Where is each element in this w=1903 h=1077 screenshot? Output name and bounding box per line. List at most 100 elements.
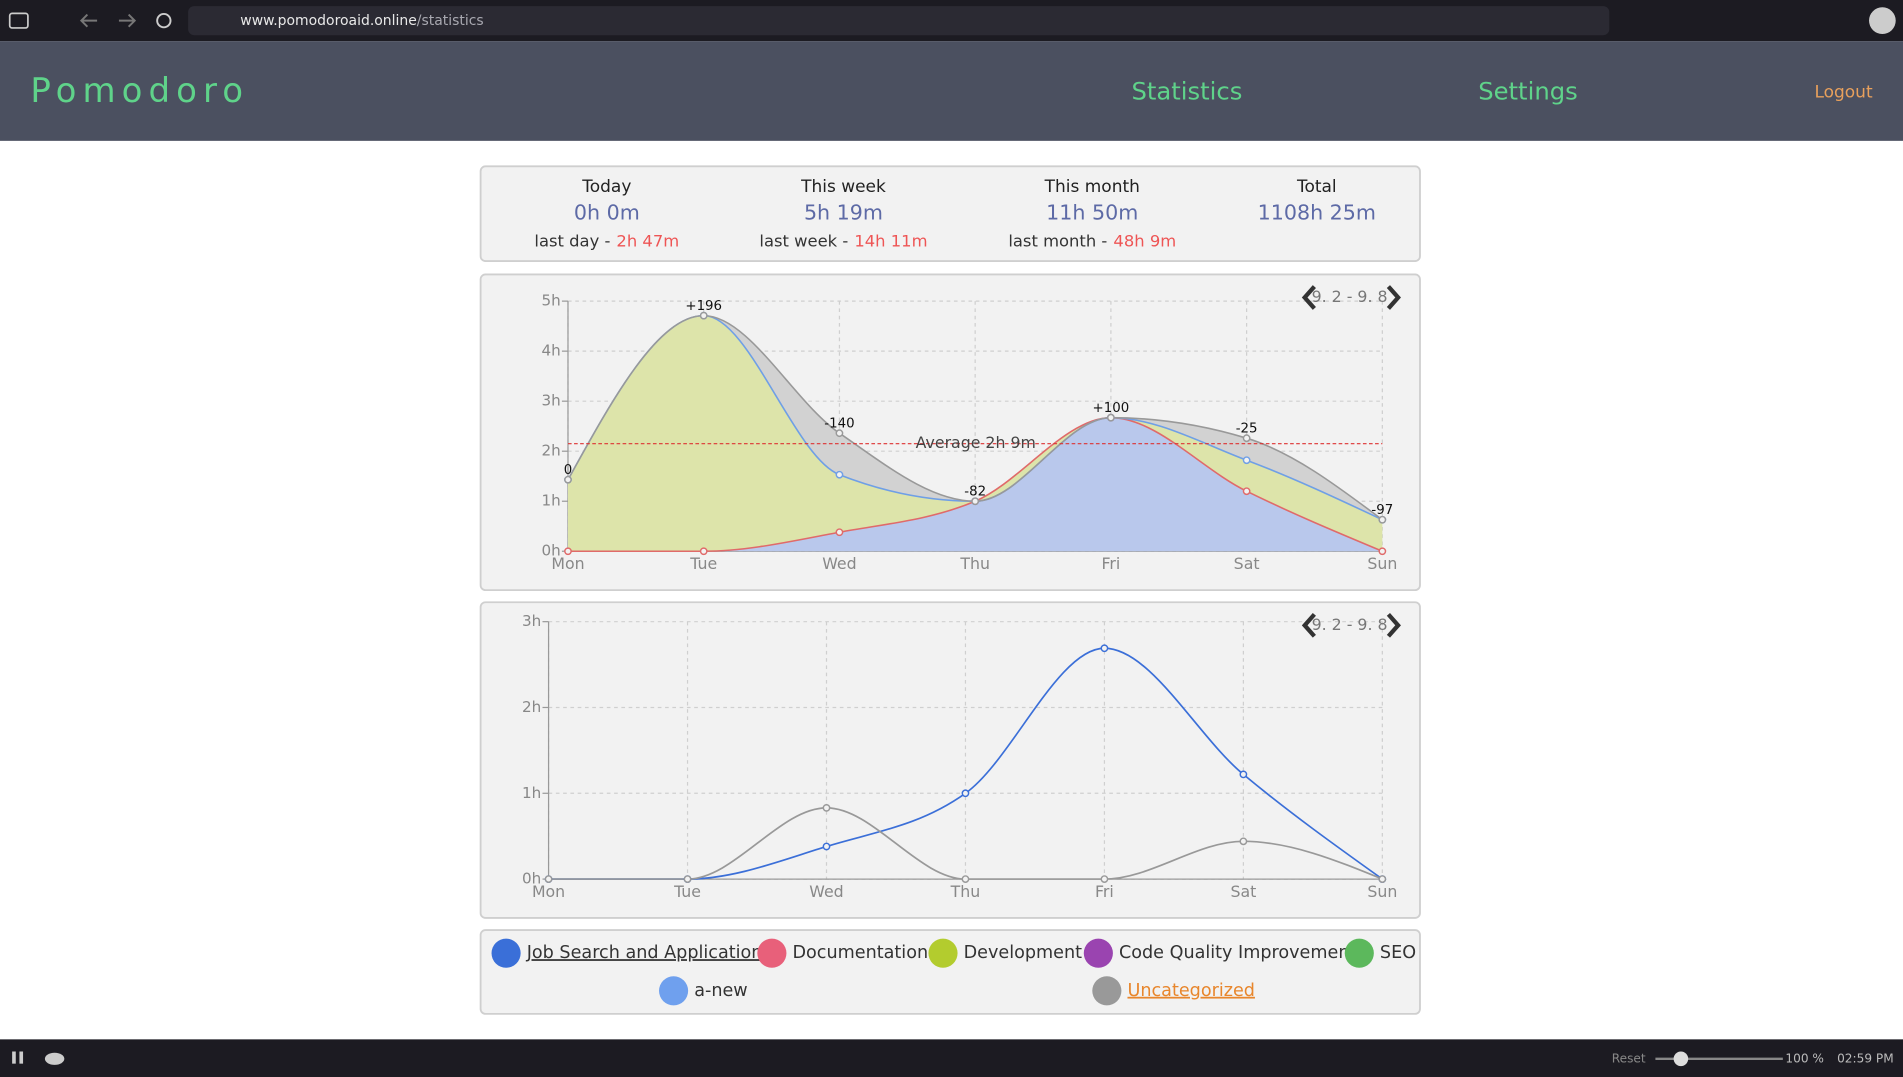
point	[699, 311, 708, 320]
previous-value: 48h 9m	[1113, 231, 1176, 250]
y-tick-label: 1h	[522, 784, 541, 802]
profile-avatar[interactable]	[1869, 7, 1896, 34]
area	[567, 315, 1383, 520]
y-tick-label: 0h	[541, 542, 560, 560]
summary-label: Today	[581, 177, 631, 197]
url-host: www.pomodoroaid.online	[240, 13, 417, 29]
legend-item[interactable]: Documentation	[757, 938, 929, 968]
point	[1100, 644, 1109, 653]
point	[822, 803, 831, 812]
point-label: +196	[685, 299, 722, 314]
back-button[interactable]	[79, 13, 98, 28]
date-range: 9. 2 - 9. 8	[1312, 287, 1388, 306]
x-tick-label: Fri	[1101, 554, 1120, 573]
legend-swatch	[757, 938, 787, 968]
y-tick-label: 2h	[541, 442, 560, 460]
point	[1100, 875, 1109, 883]
legend-item[interactable]: Code Quality Improvement	[1083, 938, 1357, 968]
zoom-level: 100 %	[1785, 1051, 1824, 1065]
legend-label: Code Quality Improvement	[1119, 943, 1356, 963]
previous-label: last month -	[1008, 231, 1107, 250]
x-tick-label: Tue	[689, 554, 717, 573]
summary-previous: last day - 2h 47m	[534, 231, 679, 250]
legend-swatch	[1344, 938, 1374, 968]
legend-label: Uncategorized	[1127, 981, 1254, 1001]
x-tick-label: Sat	[1234, 554, 1260, 573]
legend-item[interactable]: Uncategorized	[1092, 976, 1255, 1006]
legend-label: Job Search and Application	[526, 943, 763, 963]
y-tick-label: 5h	[541, 292, 560, 310]
previous-value: 2h 47m	[616, 231, 679, 250]
y-tick-label: 1h	[541, 492, 560, 510]
pause-icon[interactable]	[12, 1051, 16, 1064]
y-tick-label: 2h	[522, 698, 541, 716]
point-label: -97	[1371, 503, 1393, 518]
point	[961, 875, 970, 883]
summary-card	[479, 165, 1421, 262]
nav-link[interactable]: Settings	[1478, 76, 1578, 105]
x-tick-label: Sun	[1367, 554, 1397, 573]
legend-swatch	[928, 938, 958, 968]
legend-label: SEO	[1380, 943, 1416, 963]
point	[564, 475, 572, 484]
area	[567, 315, 1383, 552]
previous-label: last day -	[534, 231, 610, 250]
prev-arrow[interactable]	[1301, 285, 1316, 310]
sidebar-button[interactable]	[8, 12, 29, 29]
next-arrow[interactable]	[1386, 285, 1401, 310]
forward-button[interactable]	[118, 13, 137, 28]
url: www.pomodoroaid.online/statistics	[240, 13, 483, 29]
point	[683, 875, 692, 883]
point	[1239, 770, 1248, 779]
y-tick-label: 3h	[522, 612, 541, 630]
point	[1378, 515, 1387, 524]
cloud-icon[interactable]	[44, 1052, 65, 1065]
point	[699, 547, 708, 556]
date-range: 9. 2 - 9. 8	[1312, 615, 1388, 634]
prev-arrow[interactable]	[1301, 612, 1316, 638]
point	[1378, 875, 1387, 883]
reload-button[interactable]	[156, 12, 172, 29]
legend-swatch	[1092, 976, 1122, 1006]
point	[835, 429, 844, 438]
point	[1378, 547, 1387, 556]
x-tick-label: Wed	[809, 882, 843, 901]
zoom-reset[interactable]: Reset	[1612, 1051, 1646, 1065]
url-bar[interactable]	[188, 6, 1610, 36]
point	[971, 497, 980, 506]
legend-item[interactable]: a-new	[659, 976, 748, 1006]
legend-label: a-new	[694, 981, 747, 1001]
summary-value: 11h 50m	[1046, 201, 1138, 225]
x-tick-label: Mon	[551, 554, 584, 573]
legend-item[interactable]: Development	[928, 938, 1083, 968]
logo[interactable]: Pomodoro	[30, 71, 249, 111]
legend-item[interactable]: Job Search and Application	[491, 938, 763, 968]
summary-label: Total	[1296, 177, 1337, 197]
x-tick-label: Sun	[1367, 882, 1397, 901]
y-tick-label: 4h	[541, 342, 560, 360]
point	[564, 547, 572, 556]
point-label: 0	[564, 463, 572, 478]
average-label: Average 2h 9m	[916, 433, 1036, 452]
nav-link[interactable]: Statistics	[1131, 76, 1242, 105]
summary-value: 0h 0m	[574, 201, 640, 225]
summary-previous: last week - 14h 11m	[759, 231, 927, 250]
status-bar	[0, 1039, 1903, 1077]
legend-item[interactable]: SEO	[1344, 938, 1416, 968]
legend-label: Development	[964, 943, 1083, 963]
zoom-thumb[interactable]	[1673, 1051, 1689, 1067]
y-tick-label: 0h	[522, 870, 541, 888]
clock: 02:59 PM	[1837, 1051, 1894, 1065]
summary-label: This week	[800, 177, 886, 197]
legend-swatch	[1083, 938, 1113, 968]
summary-value: 1108h 25m	[1258, 201, 1376, 225]
next-arrow[interactable]	[1386, 612, 1401, 638]
previous-label: last week -	[759, 231, 848, 250]
point	[835, 470, 844, 479]
legend-label: Documentation	[793, 943, 929, 963]
x-tick-label: Tue	[673, 882, 701, 901]
point	[1242, 434, 1251, 443]
logout-link[interactable]: Logout	[1814, 82, 1872, 102]
summary-previous: last month - 48h 9m	[1008, 231, 1176, 250]
